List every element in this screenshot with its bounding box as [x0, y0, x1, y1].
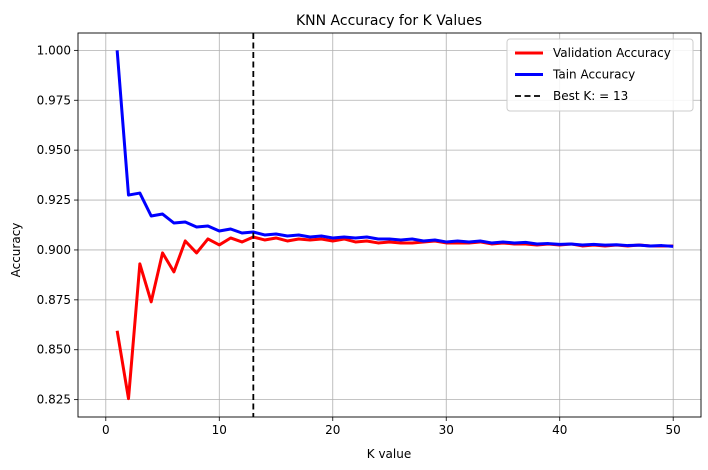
x-tick-label: 30 [439, 423, 454, 437]
x-axis-label: K value [367, 447, 411, 461]
x-tick-label: 0 [102, 423, 110, 437]
x-tick-label: 50 [666, 423, 681, 437]
series-lines [115, 33, 674, 417]
y-tick-label: 0.850 [37, 343, 71, 357]
grid-lines [78, 33, 701, 417]
x-tick-label: 10 [212, 423, 227, 437]
y-tick-label: 0.875 [37, 293, 71, 307]
y-tick-label: 0.825 [37, 393, 71, 407]
series-line-train [115, 50, 674, 248]
legend-label: Tain Accuracy [552, 68, 635, 82]
y-tick-label: 0.925 [37, 193, 71, 207]
legend-box [506, 38, 694, 112]
legend-label: Validation Accuracy [553, 46, 671, 60]
legend-label: Best K: = 13 [553, 89, 628, 103]
axes: 0 10 20 30 40 50 0.825 0.850 0.875 0.900 0.925 0.95… [37, 32, 702, 437]
y-tick-label: 0.900 [37, 243, 71, 257]
legend: Validation Accuracy Tain Accuracy Best K: … [506, 38, 694, 112]
chart-title: KNN Accuracy for K Values [296, 13, 482, 29]
plot-frame [77, 32, 702, 418]
x-tick-label: 20 [325, 423, 340, 437]
y-axis-label: Accuracy [9, 223, 23, 278]
y-tick-label: 0.950 [37, 143, 71, 157]
y-tick-label: 1.000 [37, 43, 71, 57]
x-tick-label: 40 [552, 423, 567, 437]
y-tick-label: 0.975 [37, 93, 71, 107]
